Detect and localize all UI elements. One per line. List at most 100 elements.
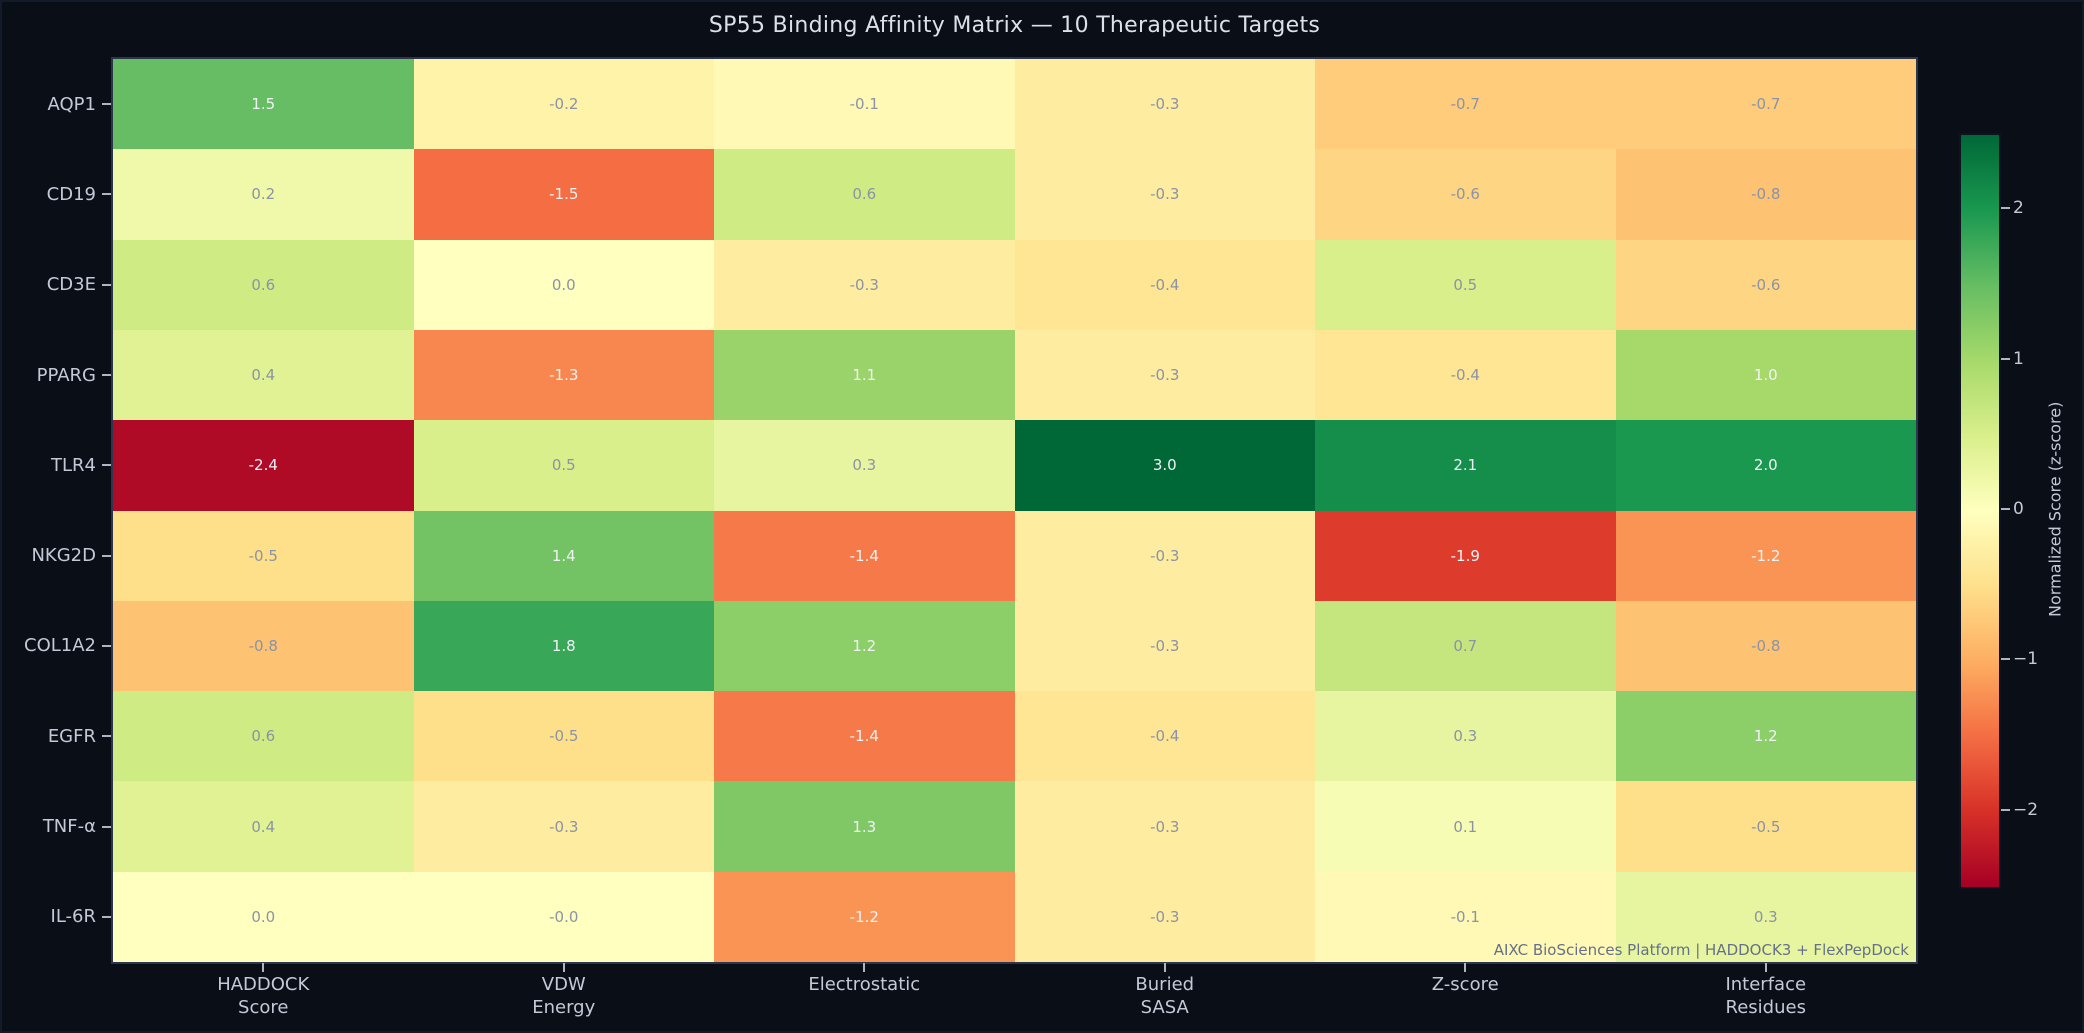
row-label: CD3E [46, 274, 96, 296]
heatmap-cell: -1.5 [413, 149, 714, 240]
cell-value: 0.2 [251, 185, 276, 204]
cell-value: 0.4 [251, 366, 276, 385]
y-tick-mark [102, 554, 111, 557]
cell-value: -0.3 [1150, 546, 1180, 565]
cell-value: 2.1 [1453, 456, 1478, 475]
heatmap-cell: -1.4 [714, 691, 1015, 782]
heatmap-cell: -0.3 [1014, 871, 1315, 962]
cell-value: 0.5 [1453, 275, 1478, 294]
cell-value: 0.0 [251, 907, 276, 926]
row-label: AQP1 [47, 93, 96, 115]
y-tick-mark [102, 735, 111, 738]
cell-value: -0.3 [1150, 95, 1180, 114]
heatmap-cell: -0.1 [1315, 871, 1616, 962]
heatmap-cell: 0.3 [714, 420, 1015, 511]
cell-value: 0.3 [1753, 907, 1778, 926]
cell-value: 2.0 [1753, 456, 1778, 475]
cell-value: 0.1 [1453, 817, 1478, 836]
y-tick-mark [102, 374, 111, 377]
heatmap-cell: -0.3 [1014, 781, 1315, 872]
heatmap-cell: 0.6 [714, 149, 1015, 240]
cell-value: -0.0 [549, 907, 579, 926]
colorbar [1959, 133, 2001, 889]
heatmap-cell: -1.2 [1615, 510, 1916, 601]
cell-value: 0.0 [551, 275, 576, 294]
heatmap-cell: -0.3 [1014, 329, 1315, 421]
heatmap-cell: -0.0 [413, 871, 714, 962]
cell-value: -1.4 [849, 546, 879, 565]
cell-value: -1.3 [549, 366, 579, 385]
heatmap-cell: -0.3 [1014, 510, 1315, 601]
heatmap-cell: -1.3 [413, 329, 714, 421]
heatmap-cell: -0.4 [1014, 239, 1315, 330]
heatmap-cell: -0.3 [413, 781, 714, 872]
column-label: Interface Residues [1725, 974, 1807, 1018]
y-tick-mark [102, 644, 111, 647]
cell-value: -1.4 [849, 727, 879, 746]
y-tick-mark [102, 825, 111, 828]
cell-value: -0.5 [248, 546, 278, 565]
x-tick-mark [1163, 963, 1166, 972]
cell-value: 1.2 [1753, 727, 1778, 746]
heatmap-cell: -0.5 [113, 510, 414, 601]
heatmap-cell: -0.6 [1615, 239, 1916, 330]
x-tick-mark [863, 963, 866, 972]
y-axis-labels: AQP1 CD19 CD3E PPARG TLR4 NKG2D COL1A2 EGFR TNF-… [0, 59, 96, 962]
heatmap-cell: 0.1 [1315, 781, 1616, 872]
cell-value: -1.5 [549, 185, 579, 204]
chart-title: SP55 Binding Affinity Matrix — 10 Therap… [708, 13, 1321, 38]
y-tick-mark [102, 283, 111, 286]
heatmap-cell: -0.3 [1014, 149, 1315, 240]
colorbar-tick-label: 0 [2013, 499, 2024, 519]
cell-value: -0.5 [549, 727, 579, 746]
cell-value: 3.0 [1152, 456, 1177, 475]
cell-value: -0.4 [1450, 366, 1480, 385]
heatmap-cell: -0.7 [1615, 59, 1916, 150]
cell-value: -2.4 [248, 456, 278, 475]
cell-value: -0.8 [1751, 185, 1781, 204]
heatmap-cell: 1.0 [1615, 329, 1916, 421]
row-label: IL-6R [50, 906, 96, 928]
cell-value: 0.5 [551, 456, 576, 475]
cell-value: -0.7 [1751, 95, 1781, 114]
heatmap-cell: 0.0 [113, 871, 414, 962]
colorbar-tick-mark [2001, 357, 2010, 360]
heatmap-cell: -0.3 [1014, 59, 1315, 150]
heatmap-cell: 0.6 [113, 691, 414, 782]
heatmap-cell: 0.6 [113, 239, 414, 330]
row-label: NKG2D [31, 545, 96, 567]
heatmap-cell: -0.3 [1014, 600, 1315, 692]
heatmap-cell: -0.8 [113, 600, 414, 692]
colorbar-tick-label: 1 [2013, 348, 2024, 369]
heatmap-cell: 0.3 [1615, 871, 1916, 962]
cell-value: -1.9 [1450, 546, 1480, 565]
heatmap-cell: 1.8 [413, 600, 714, 692]
cell-value: 1.2 [852, 636, 877, 655]
y-tick-mark [102, 193, 111, 196]
heatmap-cell: -0.1 [714, 59, 1015, 150]
cell-value: -0.3 [1150, 907, 1180, 926]
heatmap-cell: -0.4 [1315, 329, 1616, 421]
heatmap-cell: 0.5 [413, 420, 714, 511]
heatmap-cell: 1.5 [113, 59, 414, 150]
cell-value: 0.4 [251, 817, 276, 836]
heatmap-cell: -0.8 [1615, 149, 1916, 240]
cell-value: 1.1 [852, 366, 877, 385]
heatmap-cell: 2.0 [1615, 420, 1916, 511]
heatmap-cell: -0.6 [1315, 149, 1616, 240]
cell-value: 0.6 [251, 727, 276, 746]
cell-value: -0.3 [1150, 366, 1180, 385]
heatmap-cell: 0.3 [1315, 691, 1616, 782]
heatmap-cell: 0.0 [413, 239, 714, 330]
heatmap-cell: -0.4 [1014, 691, 1315, 782]
cell-value: 0.6 [852, 185, 877, 204]
colorbar-tick-mark [2001, 658, 2010, 661]
colorbar-tick-label: −1 [2013, 649, 2039, 670]
heatmap-cell: -0.5 [413, 691, 714, 782]
heatmap-cell: 1.2 [1615, 691, 1916, 782]
row-label: EGFR [47, 725, 96, 747]
y-tick-mark [102, 103, 111, 106]
cell-value: -0.3 [549, 817, 579, 836]
cell-value: -0.1 [1450, 907, 1480, 926]
